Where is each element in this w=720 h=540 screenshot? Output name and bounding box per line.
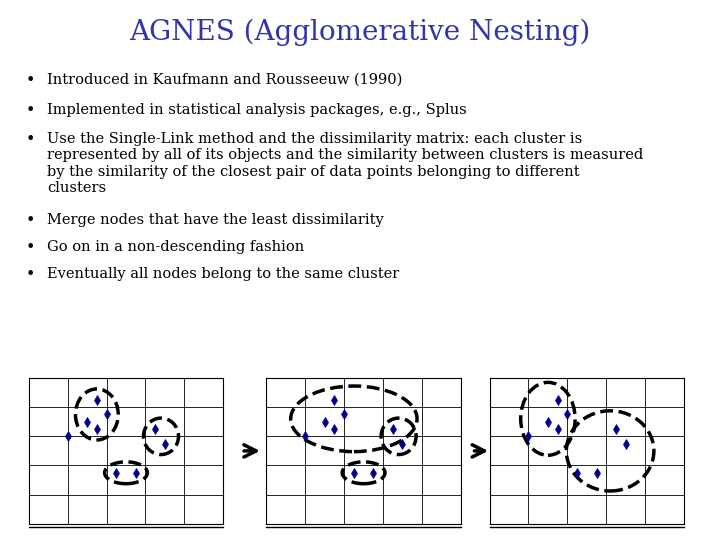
Text: Eventually all nodes belong to the same cluster: Eventually all nodes belong to the same … — [47, 267, 399, 281]
Text: •: • — [25, 73, 35, 88]
Text: •: • — [25, 132, 35, 147]
Text: •: • — [25, 103, 35, 118]
Text: Implemented in statistical analysis packages, e.g., Splus: Implemented in statistical analysis pack… — [47, 103, 467, 117]
Text: •: • — [25, 240, 35, 255]
Text: •: • — [25, 213, 35, 228]
Text: Introduced in Kaufmann and Rousseeuw (1990): Introduced in Kaufmann and Rousseeuw (19… — [47, 73, 402, 87]
Text: Go on in a non-descending fashion: Go on in a non-descending fashion — [47, 240, 304, 254]
Text: Merge nodes that have the least dissimilarity: Merge nodes that have the least dissimil… — [47, 213, 384, 227]
Text: Use the Single-Link method and the dissimilarity matrix: each cluster is
represe: Use the Single-Link method and the dissi… — [47, 132, 643, 195]
Text: •: • — [25, 267, 35, 282]
Text: AGNES (Agglomerative Nesting): AGNES (Agglomerative Nesting) — [130, 19, 590, 46]
